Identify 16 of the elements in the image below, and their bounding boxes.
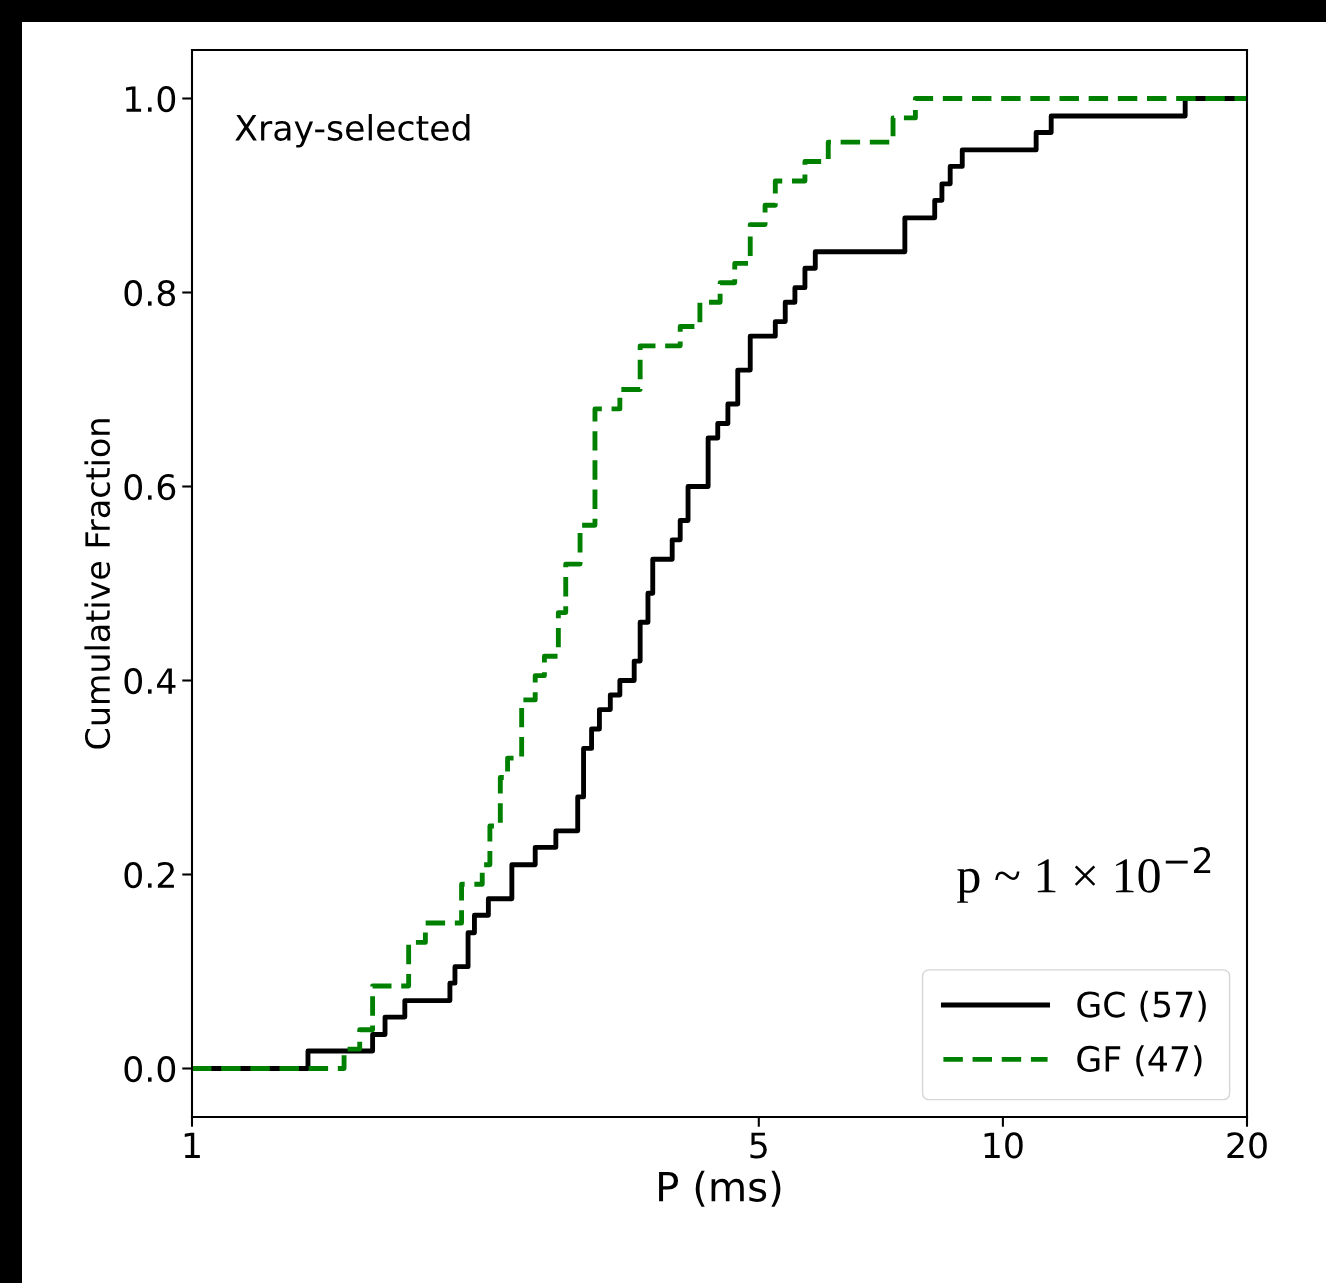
y-tick-label: 1.0 — [126, 85, 176, 113]
annotation: p ~ 1 × 10$^{−2}$ — [957, 847, 1211, 903]
x-tick-label: 20 — [1227, 1132, 1267, 1159]
x-tick-label: 1 — [184, 1132, 200, 1158]
legend-label: GC (57) — [1077, 990, 1206, 1022]
x-axis-title: P (ms) — [659, 1170, 781, 1207]
y-tick-label: 0.8 — [124, 279, 176, 307]
y-tick-label: 0.0 — [124, 1055, 176, 1083]
y-axis-title: Cumulative Fraction — [84, 419, 111, 749]
y-tick-label: 0.6 — [124, 473, 176, 501]
y-tick-label: 0.2 — [124, 861, 174, 889]
x-tick-label: 10 — [984, 1132, 1023, 1159]
y-tick-label: 0.4 — [124, 667, 176, 695]
x-tick-label: 5 — [750, 1132, 767, 1159]
annotation: Xray-selected — [235, 114, 470, 148]
legend-label: GF (47) — [1077, 1045, 1202, 1077]
